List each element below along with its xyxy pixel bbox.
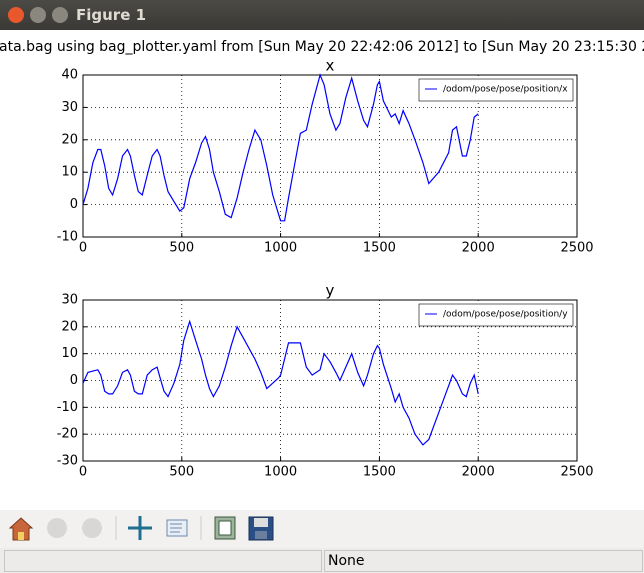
x-tick-label: 2000: [462, 465, 495, 480]
axes-frame: [82, 299, 578, 462]
configure-button[interactable]: [214, 516, 236, 540]
x-tick-label: 1500: [363, 241, 396, 256]
x-tick-label: 2500: [560, 241, 593, 256]
y-tick-label: -10: [57, 230, 78, 245]
close-button[interactable]: [8, 7, 24, 23]
figure: ata.bag using bag_plotter.yaml from [Sun…: [0, 30, 644, 510]
save-button[interactable]: [248, 516, 274, 541]
maximize-button[interactable]: [52, 7, 68, 23]
window-title: Figure 1: [76, 6, 147, 24]
x-tick-label: 2000: [462, 241, 495, 256]
status-bar: None: [0, 548, 644, 573]
status-coordinates: None: [324, 550, 643, 572]
axes-title: y: [326, 282, 335, 300]
x-tick-label: 0: [79, 465, 87, 480]
y-tick-label: 0: [70, 373, 78, 388]
zoom-button[interactable]: [166, 519, 188, 537]
title-bar: Figure 1: [0, 0, 644, 30]
y-tick-label: 30: [61, 293, 78, 308]
x-tick-label: 1000: [264, 241, 297, 256]
data-line: [82, 73, 479, 222]
forward-button[interactable]: [82, 518, 102, 538]
toolbar: [0, 510, 644, 548]
legend-box: [418, 303, 574, 327]
y-tick-label: 10: [61, 346, 78, 361]
y-tick-label: 10: [61, 165, 78, 180]
y-tick-label: -30: [57, 454, 78, 469]
axes-frame: [82, 74, 578, 238]
toolbar-icons: [8, 516, 274, 541]
minimize-button[interactable]: [30, 7, 46, 23]
status-message: [4, 550, 322, 572]
legend-label: /odom/pose/pose/position/x: [443, 85, 568, 95]
x-tick-label: 1000: [264, 465, 297, 480]
x-tick-label: 0: [79, 241, 87, 256]
axes-title: x: [326, 57, 335, 75]
x-tick-label: 500: [169, 465, 194, 480]
x-tick-label: 2500: [560, 465, 593, 480]
y-tick-label: -20: [57, 427, 78, 442]
legend-label: /odom/pose/pose/position/y: [443, 310, 568, 320]
figure-canvas: ata.bag using bag_plotter.yaml from [Sun…: [0, 39, 644, 480]
y-tick-label: -10: [57, 400, 78, 415]
y-tick-label: 20: [61, 132, 78, 147]
y-tick-label: 0: [70, 197, 78, 212]
y-tick-label: 30: [61, 100, 78, 115]
back-button[interactable]: [47, 518, 67, 538]
pan-button[interactable]: [128, 516, 152, 540]
legend-box: [418, 78, 574, 102]
x-tick-label: 500: [169, 241, 194, 256]
y-tick-label: 40: [61, 68, 78, 83]
home-button[interactable]: [8, 517, 34, 541]
x-tick-label: 1500: [363, 465, 396, 480]
y-tick-label: 20: [61, 319, 78, 334]
data-line: [82, 319, 479, 446]
figure-title: ata.bag using bag_plotter.yaml from [Sun…: [0, 39, 644, 55]
